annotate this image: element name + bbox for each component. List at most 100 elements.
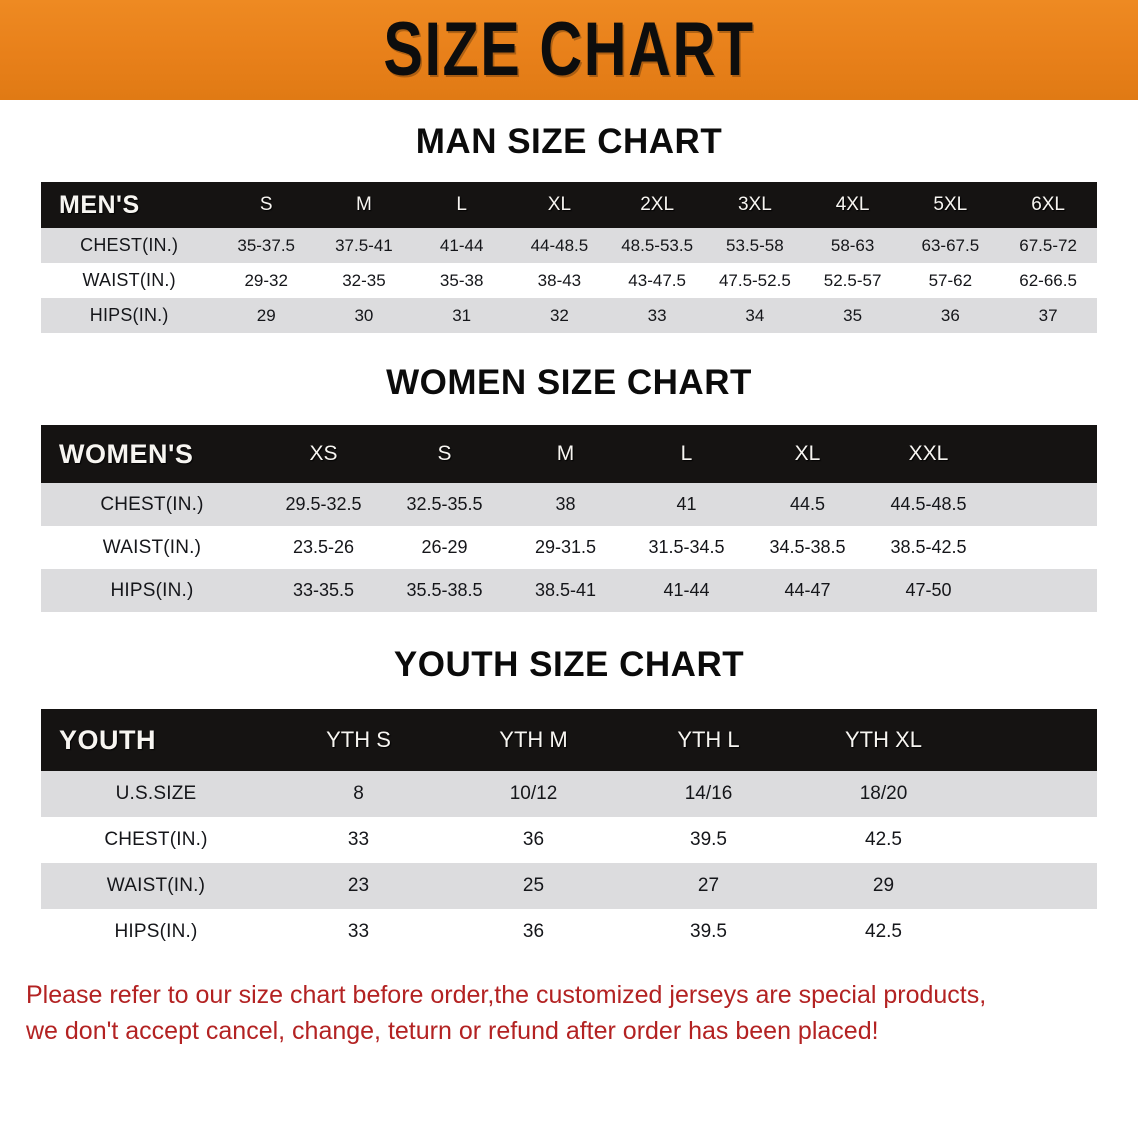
- women-size-header-s: S: [384, 425, 505, 483]
- youth-row-label-hips: HIPS(IN.): [41, 909, 271, 955]
- women-table-head: WOMEN'S XS S M L XL XXL: [41, 425, 1097, 483]
- man-row-label-chest: CHEST(IN.): [41, 228, 218, 263]
- man-hips-2xl: 33: [608, 298, 706, 333]
- man-waist-4xl: 52.5-57: [803, 263, 902, 298]
- women-row-label-waist: WAIST(IN.): [41, 526, 263, 569]
- women-waist-xs: 23.5-26: [263, 526, 384, 569]
- women-size-table: WOMEN'S XS S M L XL XXL CHEST(IN.) 29.5-…: [41, 425, 1097, 612]
- return-policy-line-2: we don't accept cancel, change, teturn o…: [26, 1017, 879, 1046]
- man-row-label-hips: HIPS(IN.): [41, 298, 218, 333]
- women-waist-l: 31.5-34.5: [626, 526, 747, 569]
- man-waist-3xl: 47.5-52.5: [706, 263, 804, 298]
- youth-chest-m: 36: [446, 817, 621, 863]
- youth-table-body: U.S.SIZE 8 10/12 14/16 18/20 CHEST(IN.) …: [41, 771, 1097, 955]
- youth-ussize-s: 8: [271, 771, 446, 817]
- man-size-header-l: L: [412, 182, 511, 228]
- man-waist-6xl: 62-66.5: [999, 263, 1097, 298]
- women-header-row: WOMEN'S XS S M L XL XXL: [41, 425, 1097, 483]
- youth-size-section: YOUTH SIZE CHART YOUTH YTH S YTH M YTH L…: [0, 612, 1138, 955]
- women-hips-s: 35.5-38.5: [384, 569, 505, 612]
- youth-ussize-xl: 18/20: [796, 771, 971, 817]
- man-section-title: MAN SIZE CHART: [415, 122, 723, 161]
- women-hips-l: 41-44: [626, 569, 747, 612]
- youth-waist-l: 27: [621, 863, 796, 909]
- youth-waist-xl: 29: [796, 863, 971, 909]
- man-corner-label: MEN'S: [41, 182, 218, 228]
- women-waist-xl: 34.5-38.5: [747, 526, 868, 569]
- man-waist-xl: 38-43: [510, 263, 609, 298]
- man-chest-2xl: 48.5-53.5: [608, 228, 706, 263]
- youth-chest-spacer: [971, 817, 1097, 863]
- women-waist-xxl: 38.5-42.5: [868, 526, 989, 569]
- man-chest-l: 41-44: [412, 228, 511, 263]
- women-size-section: WOMEN SIZE CHART WOMEN'S XS S M L XL XXL…: [0, 333, 1138, 612]
- man-chest-3xl: 53.5-58: [706, 228, 804, 263]
- women-hips-xs: 33-35.5: [263, 569, 384, 612]
- women-chest-l: 41: [626, 483, 747, 526]
- man-waist-2xl: 43-47.5: [608, 263, 706, 298]
- women-hips-xxl: 47-50: [868, 569, 989, 612]
- youth-hips-spacer: [971, 909, 1097, 955]
- youth-ussize-spacer: [971, 771, 1097, 817]
- man-waist-s: 29-32: [217, 263, 316, 298]
- man-hips-5xl: 36: [901, 298, 1000, 333]
- man-hips-4xl: 35: [803, 298, 902, 333]
- table-row: HIPS(IN.) 33 36 39.5 42.5: [41, 909, 1097, 955]
- youth-hips-l: 39.5: [621, 909, 796, 955]
- return-policy-line-1: Please refer to our size chart before or…: [26, 981, 987, 1009]
- women-row-label-chest: CHEST(IN.): [41, 483, 263, 526]
- man-chest-m: 37.5-41: [315, 228, 413, 263]
- women-section-title: WOMEN SIZE CHART: [386, 363, 752, 402]
- youth-ussize-l: 14/16: [621, 771, 796, 817]
- youth-row-label-chest: CHEST(IN.): [41, 817, 271, 863]
- women-size-header-xxl: XXL: [868, 425, 989, 483]
- women-chest-xxl: 44.5-48.5: [868, 483, 989, 526]
- women-waist-spacer: [989, 526, 1097, 569]
- man-hips-xl: 32: [510, 298, 609, 333]
- women-chest-m: 38: [505, 483, 626, 526]
- youth-hips-s: 33: [271, 909, 446, 955]
- man-row-label-waist: WAIST(IN.): [41, 263, 218, 298]
- women-size-header-xs: XS: [263, 425, 384, 483]
- youth-header-row: YOUTH YTH S YTH M YTH L YTH XL: [41, 709, 1097, 771]
- man-header-row: MEN'S S M L XL 2XL 3XL 4XL 5XL 6XL: [41, 182, 1097, 228]
- man-size-header-4xl: 4XL: [803, 182, 902, 228]
- man-chest-xl: 44-48.5: [510, 228, 609, 263]
- table-row: U.S.SIZE 8 10/12 14/16 18/20: [41, 771, 1097, 817]
- man-chest-4xl: 58-63: [803, 228, 902, 263]
- man-waist-5xl: 57-62: [901, 263, 1000, 298]
- table-row: WAIST(IN.) 23 25 27 29: [41, 863, 1097, 909]
- man-size-header-s: S: [217, 182, 316, 228]
- return-policy-note: Please refer to our size chart before or…: [26, 977, 1112, 1050]
- youth-size-header-m: YTH M: [446, 709, 621, 771]
- women-row-label-hips: HIPS(IN.): [41, 569, 263, 612]
- youth-size-table: YOUTH YTH S YTH M YTH L YTH XL U.S.SIZE …: [41, 709, 1097, 955]
- women-header-spacer: [989, 425, 1097, 483]
- youth-section-title: YOUTH SIZE CHART: [393, 645, 745, 684]
- women-hips-m: 38.5-41: [505, 569, 626, 612]
- man-size-section: MAN SIZE CHART MEN'S S M L XL 2XL 3XL 4X…: [0, 100, 1138, 333]
- women-chest-xl: 44.5: [747, 483, 868, 526]
- man-chest-s: 35-37.5: [217, 228, 316, 263]
- youth-chest-s: 33: [271, 817, 446, 863]
- man-size-header-2xl: 2XL: [608, 182, 706, 228]
- table-row: HIPS(IN.) 33-35.5 35.5-38.5 38.5-41 41-4…: [41, 569, 1097, 612]
- table-row: CHEST(IN.) 29.5-32.5 32.5-35.5 38 41 44.…: [41, 483, 1097, 526]
- table-row: WAIST(IN.) 29-32 32-35 35-38 38-43 43-47…: [41, 263, 1097, 298]
- youth-waist-m: 25: [446, 863, 621, 909]
- youth-ussize-m: 10/12: [446, 771, 621, 817]
- man-table-body: CHEST(IN.) 35-37.5 37.5-41 41-44 44-48.5…: [41, 228, 1097, 333]
- man-table-head: MEN'S S M L XL 2XL 3XL 4XL 5XL 6XL: [41, 182, 1097, 228]
- page-banner: SIZE CHART: [0, 0, 1138, 100]
- man-hips-s: 29: [217, 298, 316, 333]
- youth-waist-s: 23: [271, 863, 446, 909]
- youth-hips-m: 36: [446, 909, 621, 955]
- women-table-body: CHEST(IN.) 29.5-32.5 32.5-35.5 38 41 44.…: [41, 483, 1097, 612]
- youth-hips-xl: 42.5: [796, 909, 971, 955]
- table-row: WAIST(IN.) 23.5-26 26-29 29-31.5 31.5-34…: [41, 526, 1097, 569]
- table-row: HIPS(IN.) 29 30 31 32 33 34 35 36 37: [41, 298, 1097, 333]
- youth-chest-xl: 42.5: [796, 817, 971, 863]
- man-hips-m: 30: [315, 298, 413, 333]
- man-size-table: MEN'S S M L XL 2XL 3XL 4XL 5XL 6XL CHEST…: [41, 182, 1097, 333]
- women-size-header-l: L: [626, 425, 747, 483]
